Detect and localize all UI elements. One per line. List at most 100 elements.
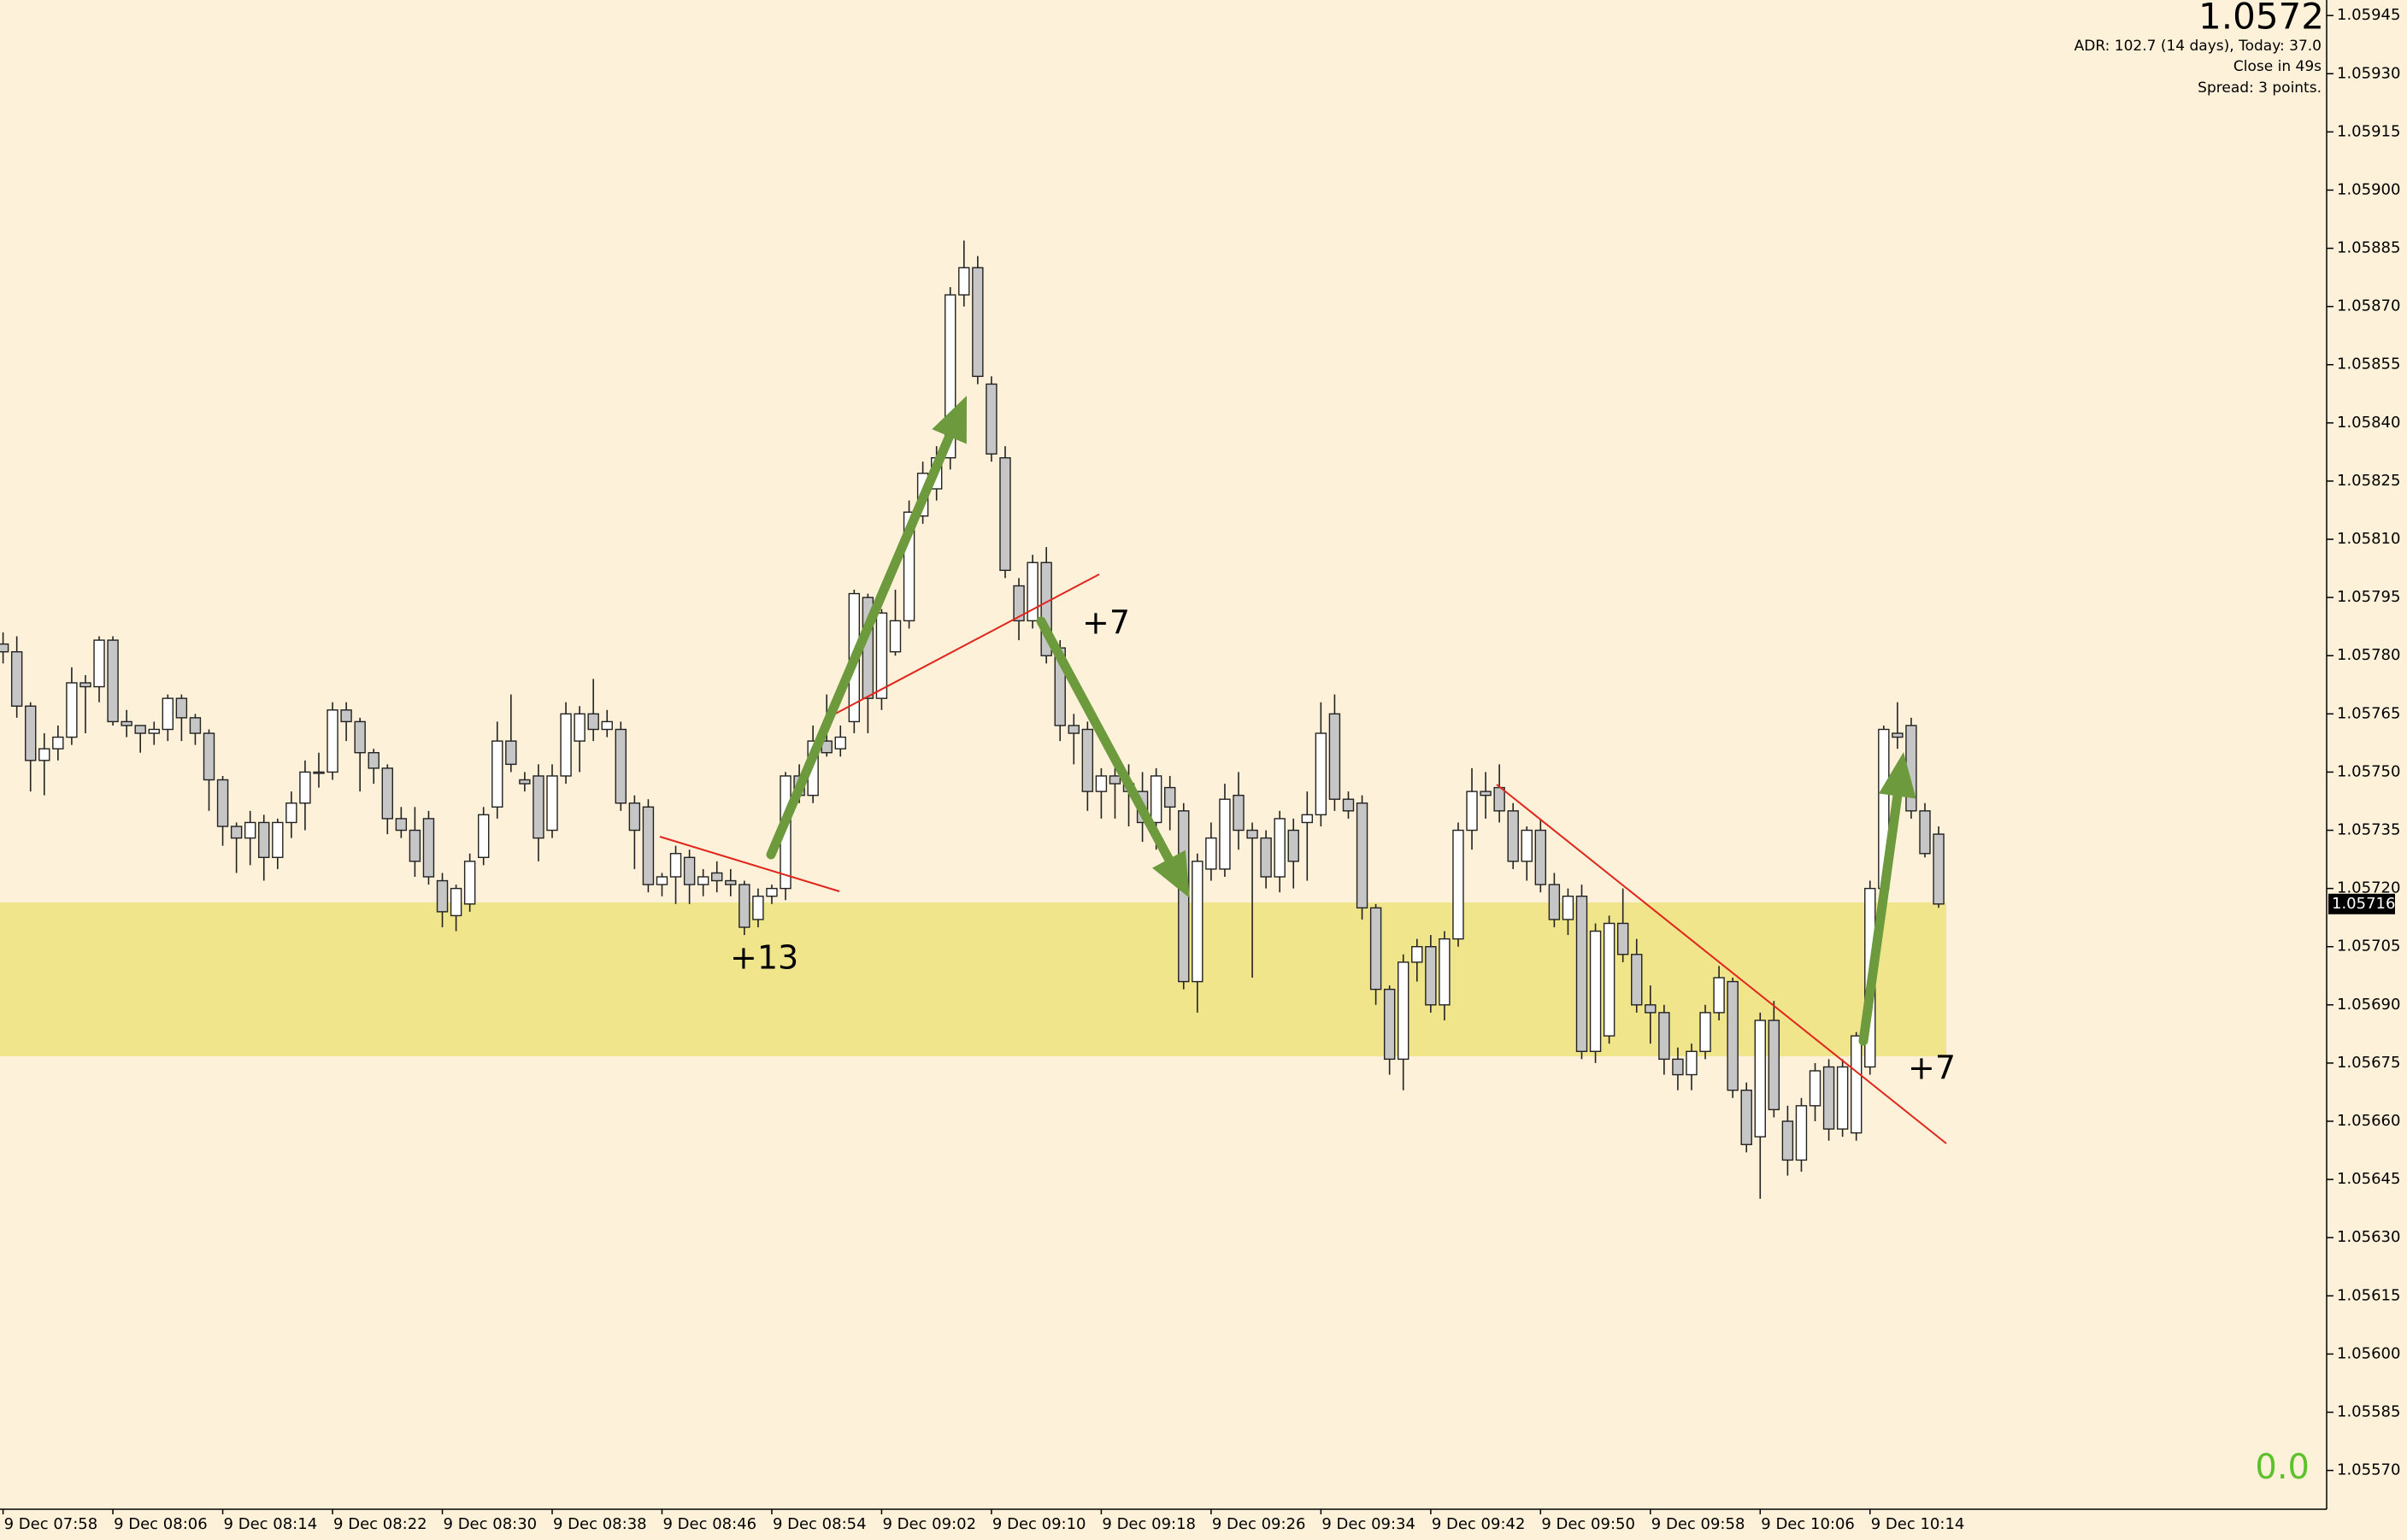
annotation: +7 [1082, 604, 1130, 642]
candle-body [1781, 1120, 1794, 1161]
arrow-head [1152, 849, 1190, 898]
candle-body [1727, 980, 1739, 1091]
candle-body [1672, 1058, 1684, 1076]
candle-body [546, 775, 558, 832]
x-tick-label: 9 Dec 09:50 [1541, 1515, 1635, 1533]
annotation: +13 [730, 939, 798, 977]
candle-body [889, 620, 902, 653]
candle-body [1246, 829, 1258, 839]
arrow-head [1879, 752, 1916, 799]
candle-body [1369, 907, 1382, 990]
candle-body [1068, 725, 1080, 734]
candle-body [1603, 922, 1615, 1037]
x-tick-label: 9 Dec 10:06 [1761, 1515, 1855, 1533]
trend-line [1496, 784, 1947, 1144]
price-tag: 1.05716 [2332, 895, 2395, 913]
y-tick-label: 1.05765 [2337, 704, 2400, 722]
y-tick-label: 1.05675 [2337, 1054, 2400, 1072]
candle-body [560, 713, 572, 777]
candle-body [615, 728, 627, 804]
candle-body [1411, 946, 1423, 963]
x-tick-label: 9 Dec 08:46 [662, 1515, 756, 1533]
y-tick-label: 1.05840 [2337, 414, 2400, 432]
y-tick-label: 1.05795 [2337, 588, 2400, 606]
arrow-shaft [1858, 791, 1903, 1046]
candle-body [189, 717, 202, 734]
candle-body [1109, 775, 1121, 785]
candle-body [1754, 1020, 1766, 1137]
candle-body [1287, 829, 1299, 862]
candle-body [1233, 794, 1245, 832]
candle-body [697, 876, 709, 885]
y-tick-label: 1.05945 [2337, 6, 2400, 24]
corner-value: 0.0 [2255, 1448, 2310, 1487]
candle-body [1631, 954, 1643, 1006]
candle-body [601, 720, 613, 731]
x-tick-label: 9 Dec 09:10 [992, 1515, 1086, 1533]
candle-body [1315, 732, 1327, 816]
candle-body [175, 697, 188, 719]
candle-body [216, 779, 229, 827]
x-tick-label: 9 Dec 08:54 [773, 1515, 867, 1533]
candle-body [1013, 585, 1025, 622]
candle-body [299, 771, 311, 804]
candle-body [79, 682, 91, 688]
candle-body [875, 612, 888, 699]
y-tick-label: 1.05900 [2337, 180, 2400, 198]
candle-body [52, 736, 64, 749]
candle-body [669, 853, 682, 878]
candle-body [1383, 988, 1396, 1061]
candle-body [725, 879, 737, 885]
candle-body [766, 887, 778, 897]
trend-line [828, 573, 1100, 718]
y-tick-label: 1.05930 [2337, 64, 2400, 82]
candle-body [244, 821, 256, 839]
candle-body [1150, 775, 1162, 824]
current-price: 1.0572 [2198, 0, 2324, 38]
candle-body [1892, 732, 1904, 738]
y-tick-label: 1.05810 [2337, 530, 2400, 548]
candle-body [1822, 1066, 1835, 1130]
candle-body [66, 682, 78, 738]
drawings [659, 573, 1947, 1144]
candle-body [162, 697, 174, 731]
candle-body [1645, 1004, 1657, 1014]
x-tick-label: 9 Dec 08:06 [114, 1515, 208, 1533]
candle-body [986, 383, 998, 455]
y-tick-label: 1.05885 [2337, 239, 2400, 257]
candle-body [148, 728, 160, 734]
arrow-shaft [1036, 616, 1174, 864]
candle-body [463, 861, 476, 905]
candle-body [642, 806, 655, 885]
y-tick-label: 1.05630 [2337, 1228, 2400, 1246]
y-tick-label: 1.05750 [2337, 762, 2400, 780]
candle-body [1452, 829, 1464, 940]
candle-body [272, 821, 284, 859]
candle-body [1027, 561, 1039, 622]
candle-body [1686, 1050, 1698, 1076]
x-tick-label: 9 Dec 10:14 [1871, 1515, 1965, 1533]
candle-body [533, 775, 544, 839]
y-tick-label: 1.05645 [2337, 1170, 2400, 1188]
candle-body [1480, 791, 1492, 796]
candle-body [422, 818, 435, 878]
x-tick-label: 9 Dec 07:58 [4, 1515, 98, 1533]
candle-body [1274, 818, 1286, 878]
adr-info: ADR: 102.7 (14 days), Today: 37.0 [2074, 38, 2322, 55]
close-timer: Close in 49s [2233, 58, 2322, 75]
candle-body [574, 713, 586, 742]
y-tick-label: 1.05615 [2337, 1286, 2400, 1304]
candle-body [1356, 802, 1368, 909]
x-tick-label: 9 Dec 08:14 [224, 1515, 318, 1533]
candle-body [1699, 1012, 1711, 1052]
candle-body [1178, 810, 1190, 983]
trend-line [659, 836, 840, 892]
candle-body [739, 884, 750, 928]
candle-body [25, 705, 37, 761]
arrows [766, 396, 1916, 1046]
candle-body [134, 725, 146, 734]
candle-body [1589, 930, 1602, 1052]
y-tick-label: 1.05780 [2337, 646, 2400, 664]
